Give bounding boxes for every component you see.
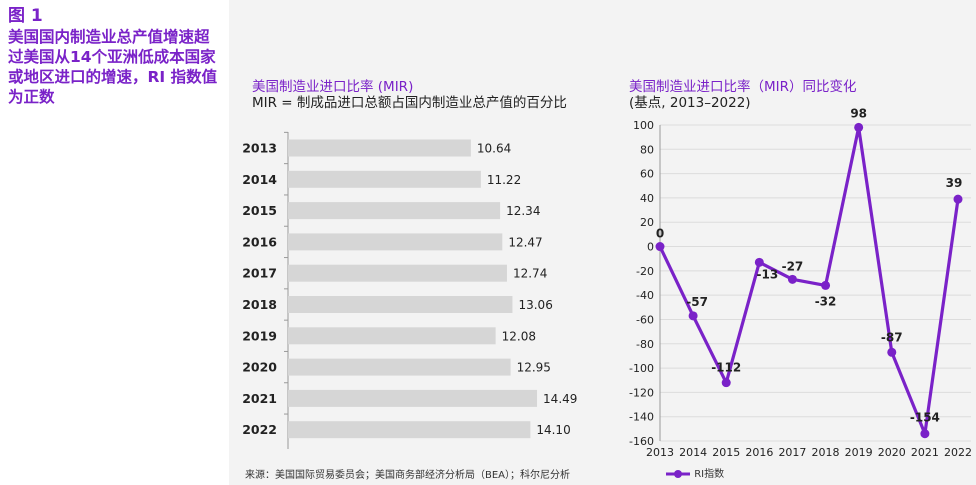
bar [288,233,503,251]
bar-category-label: 2015 [242,203,277,218]
bar-value-label: 12.08 [502,329,536,343]
charts-panel: 美国制造业进口比率 (MIR) MIR = 制成品进口总额占国内制造业总产值的百… [229,0,976,485]
bar-category-label: 2014 [242,172,277,187]
bar-value-label: 14.49 [543,392,577,406]
data-point [655,242,665,252]
data-label: 0 [656,227,664,241]
mir-chart-subtitle: MIR = 制成品进口总额占国内制造业总产值的百分比 [252,95,567,111]
figure-label: 图 1 [8,6,43,26]
y-tick-label: -20 [636,265,654,278]
x-tick-label: 2018 [812,446,840,459]
x-tick-label: 2020 [878,446,906,459]
bar-category-label: 2022 [242,422,277,437]
bar [288,358,511,376]
data-point [787,274,797,284]
series-line [658,125,960,436]
data-point [721,378,731,388]
mir-chart-title: 美国制造业进口比率 (MIR) [252,79,414,95]
bar [288,264,507,282]
data-label: -112 [711,361,741,375]
y-tick-label: 60 [640,168,654,181]
bar-category-label: 2018 [242,297,277,312]
data-label: -13 [756,267,778,281]
y-tick-label: 80 [640,143,654,156]
y-tick-label: 100 [633,119,654,132]
y-tick-label: -140 [629,411,654,424]
data-label: -87 [881,330,903,344]
bar-value-label: 12.34 [506,204,540,218]
line-legend: RI指数 [665,465,724,480]
bar [288,170,481,188]
data-point [953,194,963,204]
figure-title: 美国国内制造业总产值增速超过美国从14个亚洲低成本国家或地区进口的增速，RI 指… [8,28,218,106]
data-label: -154 [910,411,940,425]
data-point [920,429,930,439]
x-tick-label: 2019 [845,446,873,459]
x-tick-label: 2014 [679,446,707,459]
bar-category-label: 2019 [242,328,277,343]
bar-value-label: 11.22 [487,173,521,187]
data-point [887,347,897,357]
y-tick-label: -120 [629,386,654,399]
bar-value-label: 12.47 [508,235,542,249]
x-tick-label: 2021 [911,446,939,459]
bar [288,327,496,345]
y-tick-label: 0 [647,241,654,254]
x-tick-label: 2022 [944,446,972,459]
data-label: -57 [686,295,708,309]
y-tick-label: -80 [636,338,654,351]
data-label: -27 [782,259,804,273]
y-tick-label: 40 [640,192,654,205]
bar [288,296,513,313]
data-point [688,311,698,321]
source-note: 来源：美国国际贸易委员会；美国商务部经济分析局（BEA）；科尔尼分析 [245,470,571,481]
bar-value-label: 12.74 [513,267,547,281]
y-tick-label: 20 [640,216,654,229]
y-tick-label: -160 [629,435,654,448]
x-tick-label: 2013 [646,446,674,459]
bar-value-label: 10.64 [477,142,511,156]
bar-category-label: 2017 [242,266,277,281]
bar-category-label: 2016 [242,234,277,249]
figure-caption-panel: 图 1 美国国内制造业总产值增速超过美国从14个亚洲低成本国家或地区进口的增速，… [0,0,229,485]
bar [288,202,501,220]
y-tick-label: -40 [636,289,654,302]
bar-category-label: 2021 [242,391,277,406]
bar-category-label: 2020 [242,360,277,375]
bar [288,389,538,407]
bar-value-label: 12.95 [517,361,551,375]
data-point [754,257,764,267]
bar [288,421,531,439]
bar-value-label: 13.06 [518,298,552,312]
data-label: 98 [850,106,867,120]
x-tick-label: 2017 [778,446,806,459]
mir-bar-chart: 2013 10.64 2014 11.22 2015 12.34 2016 12.47 2017… [242,131,577,449]
data-label: -32 [815,294,837,308]
bar-value-label: 14.10 [536,423,570,437]
ri-chart-title: 美国制造业进口比率（MIR）同比变化 [629,79,857,95]
data-label: 39 [946,176,963,190]
data-point [854,122,864,132]
legend-series-name: RI指数 [694,469,725,480]
y-tick-label: -60 [636,313,654,326]
data-point [821,280,831,290]
legend-marker-icon [666,470,690,478]
ri-line-chart: 100806040200-20-40-60-80-100-120-140-160… [629,106,972,459]
y-tick-label: -100 [629,362,654,375]
bar [288,139,471,157]
ri-chart-subtitle: (基点, 2013–2022) [629,95,751,111]
x-tick-label: 2015 [712,446,740,459]
x-tick-label: 2016 [745,446,773,459]
bar-category-label: 2013 [242,141,277,156]
